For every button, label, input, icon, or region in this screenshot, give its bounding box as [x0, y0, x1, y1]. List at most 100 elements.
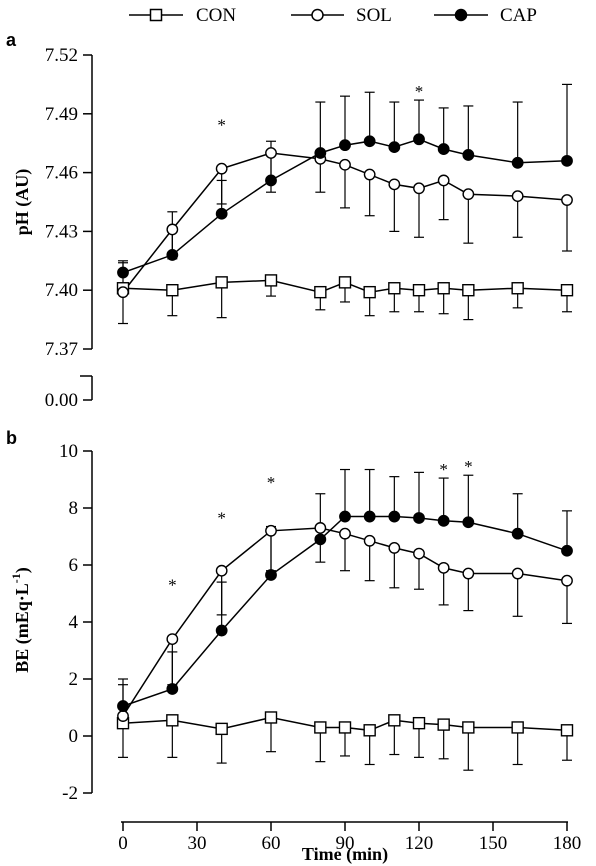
legend: CON SOL CAP: [129, 5, 537, 26]
panel-a-cap-point: [437, 143, 450, 155]
panel-b-sol-point: [166, 633, 179, 645]
panel-b-sol-point: [561, 574, 573, 587]
panel-b-con-point: [462, 721, 475, 734]
panel-b-significance-star: *: [464, 457, 473, 476]
panel-a-significance-star: *: [217, 115, 226, 134]
panel-a-sol-point: [561, 194, 573, 206]
panel-b-ytick-label: -2: [62, 783, 78, 804]
panel-a-ytick-label: 7.49: [45, 104, 78, 125]
panel-a-series: [116, 83, 574, 325]
panel-b-significance-star: *: [267, 473, 276, 492]
panel-b-cap-point: [265, 569, 277, 581]
panel-a-con-point: [511, 282, 524, 295]
legend-con-label: CON: [196, 5, 236, 26]
panel-a-sol-point: [363, 168, 376, 181]
panel-b-cap-point: [511, 527, 524, 540]
legend-sol-marker: [311, 8, 324, 22]
panel-a-con-point: [166, 284, 179, 297]
panel-b-cap-point: [339, 510, 351, 523]
panel-b-ytick-label: 6: [69, 555, 79, 576]
panel-a-cap-point: [339, 139, 351, 152]
panel-b-letter: b: [6, 428, 17, 448]
panel-b-sol-point: [215, 564, 228, 577]
panel-b-con-point: [264, 711, 278, 724]
panel-b-ylabel-suffix: ): [12, 567, 33, 573]
panel-a-con-point: [314, 285, 327, 299]
panel-b-con-point: [166, 714, 179, 727]
panel-a-con-point: [388, 282, 401, 295]
panel-b-ytick-label: 8: [69, 498, 79, 519]
panel-b-sol-point: [413, 547, 425, 560]
panel-b-significance-star: *: [168, 576, 177, 595]
panel-a-cap-point: [117, 266, 129, 279]
panel-b-cap-point: [388, 510, 401, 523]
panel-a-ytick-label: 7.37: [45, 339, 78, 360]
panel-b-cap-point: [117, 700, 129, 712]
panel-a-cap-point: [166, 249, 179, 261]
panel-b-significance-star: *: [217, 509, 226, 528]
panel-a-sol-point: [437, 174, 450, 187]
panel-a-cap-point: [314, 147, 327, 159]
panel-a-con-point: [412, 284, 426, 297]
panel-a-sol-point: [413, 182, 425, 195]
panel-a-cap-point: [265, 174, 277, 187]
panel-a-sol-point: [117, 286, 129, 299]
panel-a-cap-point: [511, 156, 524, 169]
panel-a-ytick-label: 7.52: [45, 45, 78, 66]
panel-b-con-point: [314, 721, 327, 734]
panel-a-con-point: [215, 276, 228, 289]
panel-b-significance: * * * * *: [168, 457, 473, 594]
panel-b-con-point: [363, 724, 376, 737]
panel-a-ytick-label: 7.43: [45, 221, 78, 242]
panel-b-ticks: -2 0 2 4 6 8 10 0 30 60 90 120 150 180: [59, 441, 581, 854]
panel-a-con-point: [462, 284, 475, 297]
panel-b-ytick-label: 4: [69, 612, 79, 633]
panel-b-sol-point: [363, 534, 376, 547]
panel-a-con-point: [363, 285, 376, 299]
panel-b: -2 0 2 4 6 8 10 0 30 60 90 120 150 180 * * * * * BE (mEq·…: [9, 441, 581, 865]
panel-a-cap-point: [561, 154, 573, 167]
panel-a-sol-point: [339, 158, 351, 171]
panel-b-series: [116, 468, 574, 771]
panel-a-con-point: [338, 276, 352, 289]
panel-b-cap-point: [166, 683, 179, 695]
panel-b-xtick-label: 180: [553, 833, 582, 854]
panel-a-sol-point: [265, 147, 277, 159]
panel-b-sol-point: [511, 567, 524, 580]
panel-b-cap-point: [437, 514, 450, 527]
panel-b-con-point: [412, 716, 426, 730]
panel-b-sol-point: [314, 522, 327, 534]
axis-break-label: 0.00: [45, 390, 78, 411]
panel-a-significance-star: *: [415, 82, 424, 101]
panel-b-xtick-label: 60: [262, 833, 281, 854]
panel-a-sol-point: [462, 188, 475, 201]
panel-b-xtick-label: 150: [479, 833, 508, 854]
panel-b-con-point: [215, 722, 228, 736]
panel-a-con-point: [437, 282, 450, 295]
panel-b-ylabel-sup: -1: [9, 573, 23, 583]
panel-a-yticks: 7.37 7.40 7.43 7.46 7.49 7.52: [45, 45, 92, 360]
panel-b-con-point: [511, 721, 524, 734]
panel-a-ytick-label: 7.46: [45, 163, 78, 184]
panel-a-ytick-label: 7.40: [45, 280, 78, 301]
panel-a-cap-point: [462, 149, 475, 161]
panel-a-sol-point: [166, 223, 179, 236]
panel-a-sol-point: [388, 178, 401, 191]
panel-b-sol-point: [117, 710, 129, 722]
panel-b-con-point: [338, 721, 352, 734]
panel-b-cap-point: [413, 512, 425, 524]
panel-b-cap-point: [462, 516, 475, 529]
panel-b-cap-point: [561, 544, 573, 557]
panel-b-ytick-label: 2: [69, 669, 79, 690]
panel-b-sol-point: [437, 561, 450, 574]
panel-a-sol-point: [511, 190, 524, 203]
panel-a-sol-point: [215, 162, 228, 175]
panel-a-con-point: [264, 274, 278, 287]
legend-con-marker: [149, 8, 163, 22]
legend-sol-label: SOL: [356, 5, 392, 26]
legend-cap-marker: [454, 8, 468, 22]
panel-b-xtick-label: 90: [336, 833, 355, 854]
panel-b-sol-point: [388, 542, 401, 554]
panel-a-significance: **: [217, 82, 423, 134]
